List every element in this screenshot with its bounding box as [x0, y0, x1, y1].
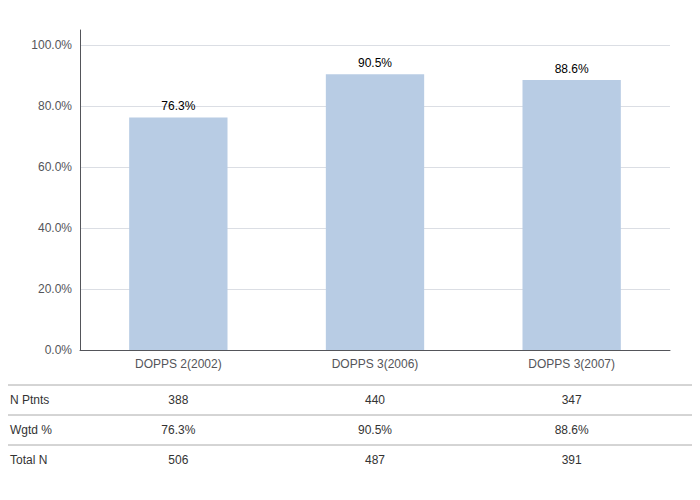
svg-text:DOPPS 3(2007): DOPPS 3(2007): [528, 357, 615, 371]
svg-text:76.3%: 76.3%: [161, 423, 195, 437]
svg-text:80.0%: 80.0%: [38, 99, 72, 113]
svg-text:90.5%: 90.5%: [358, 423, 392, 437]
svg-text:388: 388: [168, 393, 188, 407]
svg-text:0.0%: 0.0%: [45, 343, 73, 357]
svg-text:88.6%: 88.6%: [555, 423, 589, 437]
svg-text:487: 487: [365, 453, 385, 467]
svg-text:60.0%: 60.0%: [38, 160, 72, 174]
svg-text:88.6%: 88.6%: [555, 62, 589, 76]
svg-text:440: 440: [365, 393, 385, 407]
svg-text:N Ptnts: N Ptnts: [10, 393, 49, 407]
svg-text:DOPPS 3(2006): DOPPS 3(2006): [332, 357, 419, 371]
svg-text:391: 391: [562, 453, 582, 467]
svg-text:DOPPS 2(2002): DOPPS 2(2002): [135, 357, 222, 371]
svg-text:347: 347: [562, 393, 582, 407]
svg-text:Total N: Total N: [10, 453, 47, 467]
svg-text:90.5%: 90.5%: [358, 56, 392, 70]
svg-text:76.3%: 76.3%: [161, 99, 195, 113]
svg-text:506: 506: [168, 453, 188, 467]
svg-text:20.0%: 20.0%: [38, 282, 72, 296]
svg-text:Wgtd %: Wgtd %: [10, 423, 52, 437]
svg-text:100.0%: 100.0%: [31, 38, 72, 52]
svg-text:40.0%: 40.0%: [38, 221, 72, 235]
